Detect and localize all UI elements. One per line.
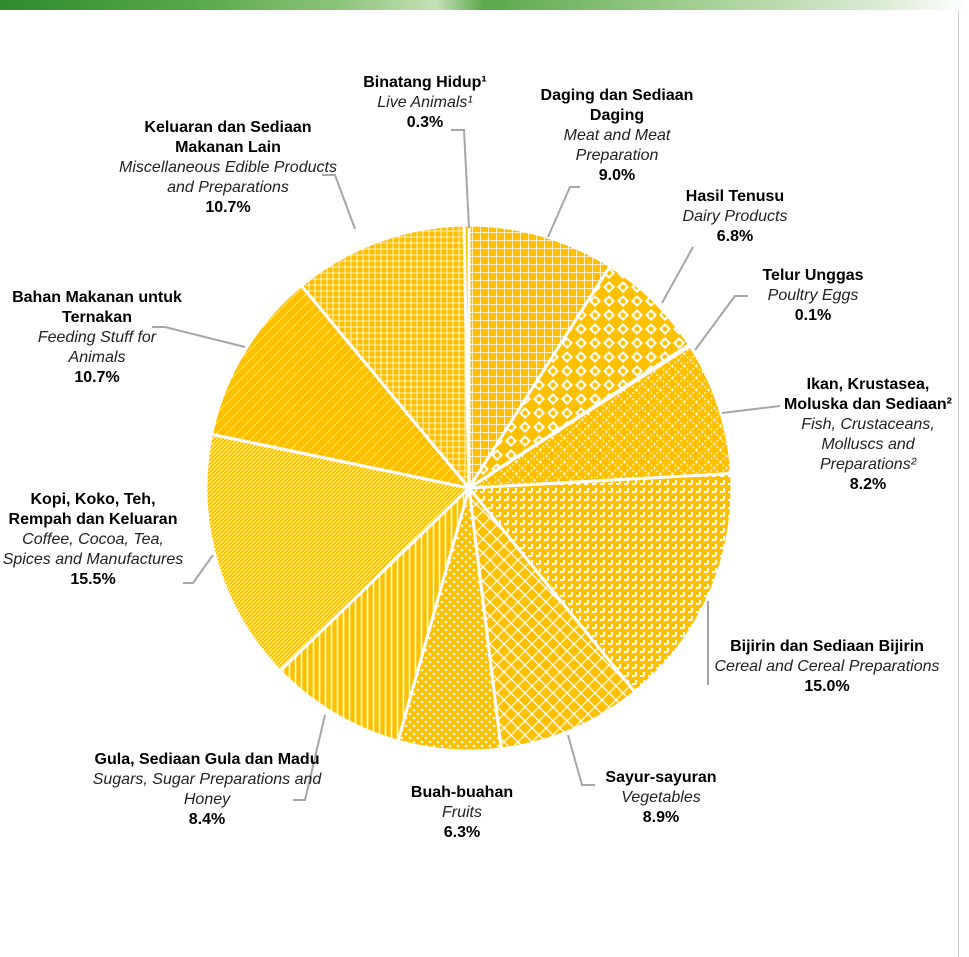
leader-line (451, 129, 470, 229)
label-name: Kopi, Koko, Teh, Rempah dan Keluaran (8, 491, 178, 528)
label-name: Bahan Makanan untuk Ternakan (12, 289, 182, 326)
slice-label: Bijirin dan Sediaan Bijirin Cereal and Ce… (707, 637, 947, 697)
label-name-en: Vegetables (621, 789, 701, 806)
label-name: Buah-buahan (410, 784, 514, 801)
slice-label: Telur Unggas Poultry Eggs 0.1% (743, 266, 883, 326)
label-name-en: Coffee, Cocoa, Tea, Spices and Manufactu… (2, 531, 184, 568)
label-name: Bijirin dan Sediaan Bijirin (730, 638, 924, 655)
slice-label: Ikan, Krustasea, Moluska dan Sediaan² Fis… (781, 375, 956, 495)
pie-slice (209, 283, 473, 491)
slice-label: Kopi, Koko, Teh, Rempah dan Keluaran Coff… (1, 490, 186, 590)
label-name-en: Dairy Products (682, 208, 788, 225)
leader-line (152, 326, 246, 348)
slice-label: Keluaran dan Sediaan Makanan Lain Miscell… (108, 118, 348, 218)
value-label: 0.3% (406, 114, 444, 131)
value-label: 10.7% (205, 199, 251, 216)
leader-line (721, 405, 781, 414)
pie-slice (467, 263, 692, 490)
label-name: Telur Unggas (762, 267, 864, 284)
label-name: Daging dan Sediaan Daging (540, 87, 694, 124)
slice-label: Binatang Hidup¹ Live Animals¹ 0.3% (335, 73, 515, 133)
slice-label: Hasil Tenusu Dairy Products 6.8% (650, 187, 820, 247)
leader-line (567, 734, 595, 786)
top-bar (0, 0, 969, 10)
slice-label: Bahan Makanan untuk Ternakan Feeding Stuf… (12, 288, 182, 388)
label-name-en: Live Animals¹ (377, 94, 473, 111)
leader-line (183, 554, 214, 584)
slice-label: Gula, Sediaan Gula dan Madu Sugars, Sugar… (92, 750, 322, 830)
value-label: 8.2% (849, 476, 887, 493)
leader-line (547, 186, 580, 238)
pie-slice (277, 483, 472, 744)
leader-line (322, 174, 356, 230)
label-name: Ikan, Krustasea, Moluska dan Sediaan² (783, 376, 953, 413)
label-name-en: Fish, Crustaceans, Molluscs and Preparat… (801, 416, 935, 473)
pie-slice (299, 223, 471, 493)
value-label: 0.1% (794, 307, 832, 324)
pie-slice (465, 471, 734, 695)
slice-label: Daging dan Sediaan Daging Meat and Meat P… (532, 86, 702, 186)
pie-slice (466, 483, 637, 751)
value-label: 15.0% (804, 678, 850, 695)
leader-line (661, 246, 694, 304)
label-name-en: Poultry Eggs (767, 287, 859, 304)
label-name: Hasil Tenusu (685, 188, 785, 205)
slice-label: Sayur-sayuran Vegetables 8.9% (576, 768, 746, 828)
label-name: Gula, Sediaan Gula dan Madu (94, 751, 320, 768)
value-label: 6.8% (716, 228, 754, 245)
pie-slice (467, 223, 613, 494)
label-name-en: Feeding Stuff for Animals (37, 329, 157, 366)
value-label: 9.0% (598, 167, 636, 184)
value-label: 6.3% (443, 824, 481, 841)
value-label: 10.7% (74, 369, 120, 386)
slice-label: Buah-buahan Fruits 6.3% (382, 783, 542, 843)
label-name-en: Fruits (442, 804, 482, 821)
label-name: Keluaran dan Sediaan Makanan Lain (144, 119, 312, 156)
leader-line (694, 295, 748, 351)
label-name-en: Sugars, Sugar Preparations and Honey (92, 771, 322, 808)
label-name-en: Cereal and Cereal Preparations (714, 658, 940, 675)
value-label: 8.9% (642, 809, 680, 826)
pie-slice (463, 343, 734, 490)
label-name: Binatang Hidup¹ (363, 74, 487, 91)
right-border (958, 10, 959, 957)
leader-line (293, 714, 326, 801)
value-label: 15.5% (70, 571, 116, 588)
label-name-en: Meat and Meat Preparation (563, 127, 671, 164)
label-name-en: Miscellaneous Edible Products and Prepar… (119, 159, 337, 196)
pie-slice (204, 432, 473, 673)
value-label: 8.4% (188, 811, 226, 828)
label-name: Sayur-sayuran (605, 769, 717, 786)
